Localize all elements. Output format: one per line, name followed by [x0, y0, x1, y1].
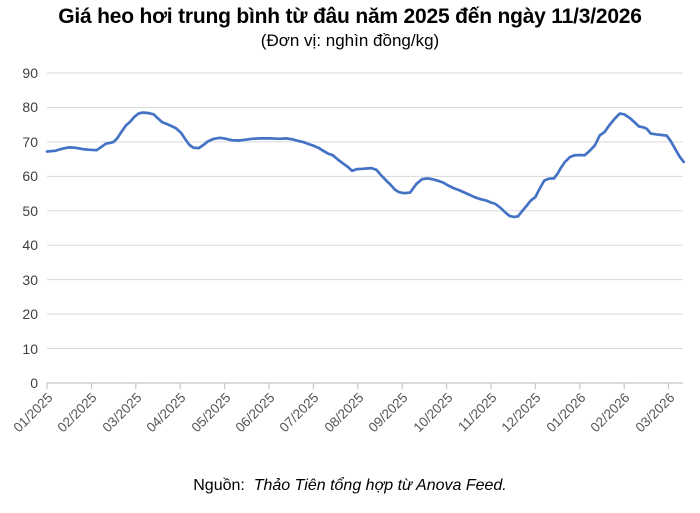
- chart-title: Giá heo hơi trung bình từ đâu năm 2025 đ…: [58, 5, 642, 28]
- hog-price-line-chart: 0 10 20 30 40 50 60 70 80 90 01/2025 02/2025 03/202…: [10, 65, 686, 435]
- y-axis-label: 90: [22, 65, 38, 81]
- y-axis-label: 10: [22, 340, 38, 357]
- y-axis-label: 80: [22, 99, 38, 116]
- y-axis-label: 30: [22, 271, 38, 288]
- y-axis-label: 50: [22, 202, 38, 219]
- chart-subtitle: (Đơn vị: nghìn đồng/kg): [260, 31, 440, 50]
- source-note: Nguồn: Thảo Tiên tổng hợp từ Anova Feed.: [0, 477, 700, 495]
- source-prefix: Nguồn:: [193, 477, 245, 494]
- plot-svg: [45, 72, 686, 389]
- y-axis-label: 70: [22, 133, 38, 150]
- y-axis-label: 40: [22, 237, 38, 254]
- y-axis-label: 20: [22, 306, 38, 323]
- y-axis-label: 0: [30, 375, 38, 391]
- source-text: Thảo Tiên tổng hợp từ Anova Feed.: [253, 477, 507, 494]
- y-axis-label: 60: [22, 168, 38, 185]
- price-line: [45, 111, 686, 219]
